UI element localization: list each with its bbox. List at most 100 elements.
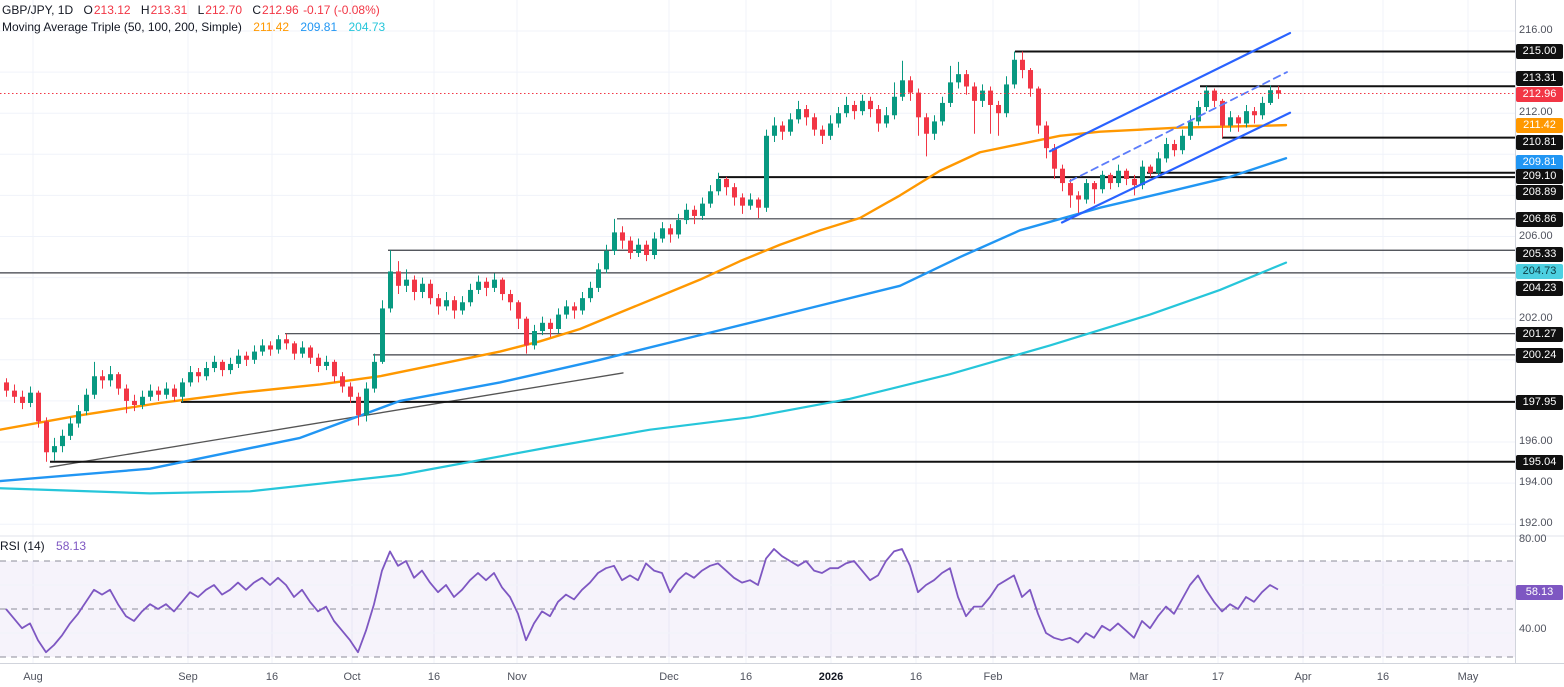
open-value: 213.12 [93, 3, 131, 17]
candle-body [476, 281, 481, 290]
candle-body [996, 104, 1001, 114]
ma100-line[interactable] [0, 157, 1288, 483]
rsi-indicator-legend[interactable]: RSI (14) 58.13 [0, 539, 86, 553]
time-axis-label: 16 [1376, 671, 1390, 683]
price-axis-label: 216.00 [1519, 24, 1553, 36]
price-axis-label: 192.00 [1519, 517, 1553, 530]
candle-body [516, 302, 521, 319]
candle-body [332, 361, 337, 377]
candle-body [292, 343, 297, 354]
candle-body [1244, 111, 1249, 124]
candle-body [900, 80, 905, 97]
candle-body [780, 125, 785, 132]
open-label: O [83, 3, 93, 17]
time-axis-label: 2026 [818, 671, 844, 683]
rsi-axis-label: 40.00 [1519, 623, 1547, 635]
candle-body [604, 250, 609, 270]
candle-body [1028, 70, 1033, 89]
trendline[interactable] [49, 372, 624, 468]
candle-body [1268, 90, 1273, 103]
candle-body [1260, 102, 1265, 116]
candle-body [940, 102, 945, 122]
candle-body [932, 121, 937, 134]
ma-indicator-legend[interactable]: Moving Average Triple (50, 100, 200, Sim… [2, 20, 385, 34]
candle-body [412, 279, 417, 292]
candle-body [420, 283, 425, 292]
price-badge-204.73: 204.73 [1516, 263, 1563, 279]
symbol-legend[interactable]: GBP/JPY, 1D O213.12 H213.31 L212.70 C212… [2, 3, 380, 17]
candle-body [436, 298, 441, 307]
candle-body [700, 203, 705, 216]
candle-body [732, 187, 737, 198]
candle-body [652, 238, 657, 255]
price-badge-213.31: 213.31 [1516, 70, 1563, 86]
candle-body [508, 294, 513, 303]
candle-body [676, 220, 681, 235]
candle-body [460, 302, 465, 311]
candle-body [1116, 170, 1121, 184]
candle-body [356, 396, 361, 416]
candle-body [1252, 111, 1257, 116]
candle-body [756, 199, 761, 208]
candle-body [1092, 183, 1097, 190]
trendline[interactable] [1060, 111, 1292, 224]
candle-body [1060, 168, 1065, 184]
candle-body [316, 357, 321, 366]
price-badge-212.96: 212.96 [1516, 86, 1563, 102]
candle-body [828, 123, 833, 136]
price-badge-209.10: 209.10 [1516, 168, 1563, 184]
candle-body [252, 351, 257, 360]
candle-body [1020, 59, 1025, 71]
rsi-value: 58.13 [56, 539, 87, 553]
candle-body [860, 100, 865, 112]
candle-body [1228, 117, 1233, 126]
time-axis-label: 16 [265, 671, 279, 683]
high-value: 213.31 [150, 3, 188, 17]
price-badge-58.13: 58.13 [1516, 584, 1563, 600]
candle-body [572, 306, 577, 311]
candle-body [908, 80, 913, 93]
candle-body [108, 374, 113, 381]
candle-body [1012, 59, 1017, 85]
candle-body [740, 197, 745, 206]
ma200-line[interactable] [0, 261, 1288, 495]
trendline[interactable] [1048, 31, 1292, 153]
candle-body [36, 392, 41, 422]
candle-body [892, 96, 897, 116]
time-axis-label: Mar [1129, 671, 1149, 683]
trendline[interactable] [1069, 71, 1288, 182]
candle-body [564, 306, 569, 315]
candle-body [916, 92, 921, 118]
candle-body [1188, 121, 1193, 136]
price-axis-label: 202.00 [1519, 311, 1553, 324]
candle-body [84, 394, 89, 412]
candle-body [172, 388, 177, 397]
candle-body [444, 300, 449, 307]
candle-body [68, 423, 73, 436]
price-badge-209.81: 209.81 [1516, 154, 1563, 170]
time-axis-label: May [1457, 671, 1479, 683]
candle-body [748, 199, 753, 206]
candle-body [236, 355, 241, 364]
candle-body [492, 279, 497, 288]
candle-body [468, 289, 473, 303]
candle-body [60, 435, 65, 447]
price-badge-208.89: 208.89 [1516, 184, 1563, 200]
candle-body [1180, 135, 1185, 151]
price-badge-200.24: 200.24 [1516, 347, 1563, 363]
candle-body [188, 372, 193, 383]
candle-body [628, 240, 633, 253]
price-badge-205.33: 205.33 [1516, 246, 1563, 262]
price-axis-label: 206.00 [1519, 229, 1553, 242]
rsi-axis-label: 80.00 [1519, 533, 1547, 545]
candle-body [372, 361, 377, 389]
candle-body [44, 421, 49, 453]
candle-body [324, 361, 329, 366]
candle-body [500, 279, 505, 295]
change-value: -0.17 (-0.08%) [303, 3, 380, 17]
rsi-line[interactable] [5, 548, 1279, 654]
candle-body [28, 392, 33, 403]
candle-body [148, 390, 153, 397]
candle-body [668, 228, 673, 235]
